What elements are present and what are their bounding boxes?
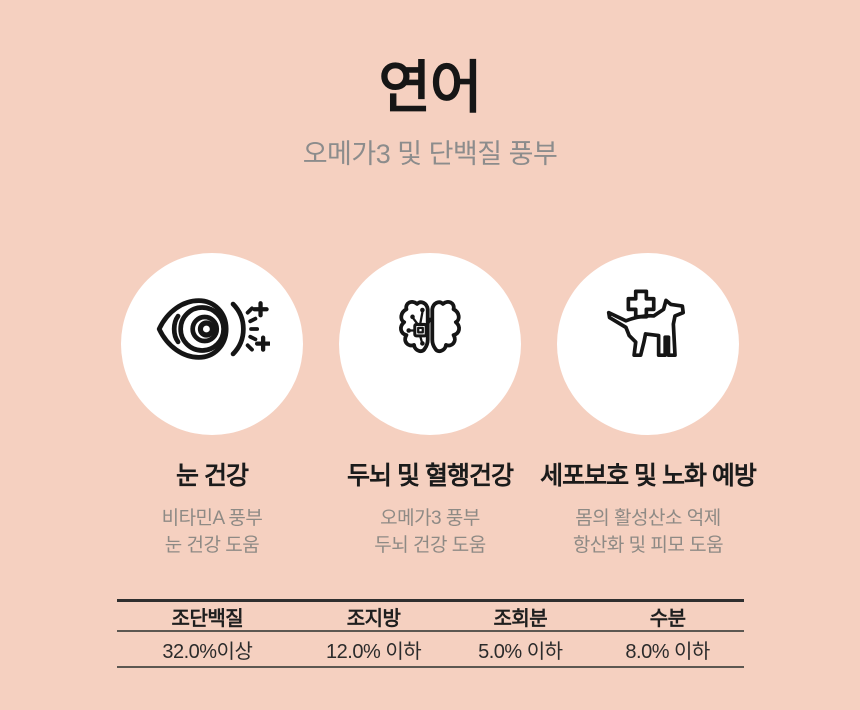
nutrition-header-row: 조단백질 조지방 조회분 수분	[117, 599, 744, 632]
benefit-cell-protection: 세포보호 및 노화 예방 몸의 활성산소 억제 항산화 및 피모 도움	[540, 253, 757, 559]
benefit-circle	[557, 253, 739, 435]
benefit-circle	[121, 253, 303, 435]
nutrition-value-cell: 5.0% 이하	[478, 640, 563, 663]
nutrition-value-cell: 12.0% 이하	[326, 640, 422, 663]
nutrition-header-cell: 조지방	[346, 608, 401, 630]
nutrition-value-row: 32.0%이상 12.0% 이하 5.0% 이하 8.0% 이하	[117, 632, 744, 668]
benefit-title: 세포보호 및 노화 예방	[540, 462, 757, 490]
benefit-desc-line: 몸의 활성산소 억제	[575, 508, 721, 529]
benefit-title: 두뇌 및 혈행건강	[347, 462, 514, 490]
brain-icon	[392, 299, 468, 385]
page-title: 연어	[378, 56, 483, 120]
benefit-circle	[339, 253, 521, 435]
nutrition-value-cell: 8.0% 이하	[625, 640, 710, 663]
benefit-eye-health: 눈 건강 비타민A 풍부 눈 건강 도움	[121, 253, 303, 559]
header: 연어 오메가3 및 단백질 풍부	[0, 57, 860, 171]
benefit-desc-line: 오메가3 풍부	[380, 508, 480, 529]
benefit-desc-line: 항산화 및 피모 도움	[572, 535, 724, 556]
benefits-row: 눈 건강 비타민A 풍부 눈 건강 도움	[0, 253, 860, 559]
benefit-desc-line: 눈 건강 도움	[164, 535, 260, 556]
benefit-brain-health: 두뇌 및 혈행건강 오메가3 풍부 두뇌 건강 도움	[339, 253, 521, 559]
nutrition-table: 조단백질 조지방 조회분 수분 32.0%이상 12.0% 이하 5.0% 이하…	[117, 599, 744, 668]
nutrition-header-cell: 수분	[649, 608, 686, 630]
benefit-description: 비타민A 풍부 눈 건강 도움	[162, 505, 263, 559]
benefit-desc-line: 비타민A 풍부	[161, 508, 263, 529]
dog-health-icon	[603, 289, 693, 388]
benefit-title: 눈 건강	[176, 462, 249, 490]
benefit-description: 오메가3 풍부 두뇌 건강 도움	[374, 505, 486, 559]
nutrition-header-cell: 조회분	[493, 608, 548, 630]
eye-icon	[154, 297, 272, 386]
page-subtitle: 오메가3 및 단백질 풍부	[302, 138, 558, 169]
nutrition-header-cell: 조단백질	[171, 608, 244, 630]
benefit-description: 몸의 활성산소 억제 항산화 및 피모 도움	[572, 505, 724, 559]
nutrition-value-cell: 32.0%이상	[162, 640, 253, 663]
benefit-desc-line: 두뇌 건강 도움	[374, 535, 486, 556]
